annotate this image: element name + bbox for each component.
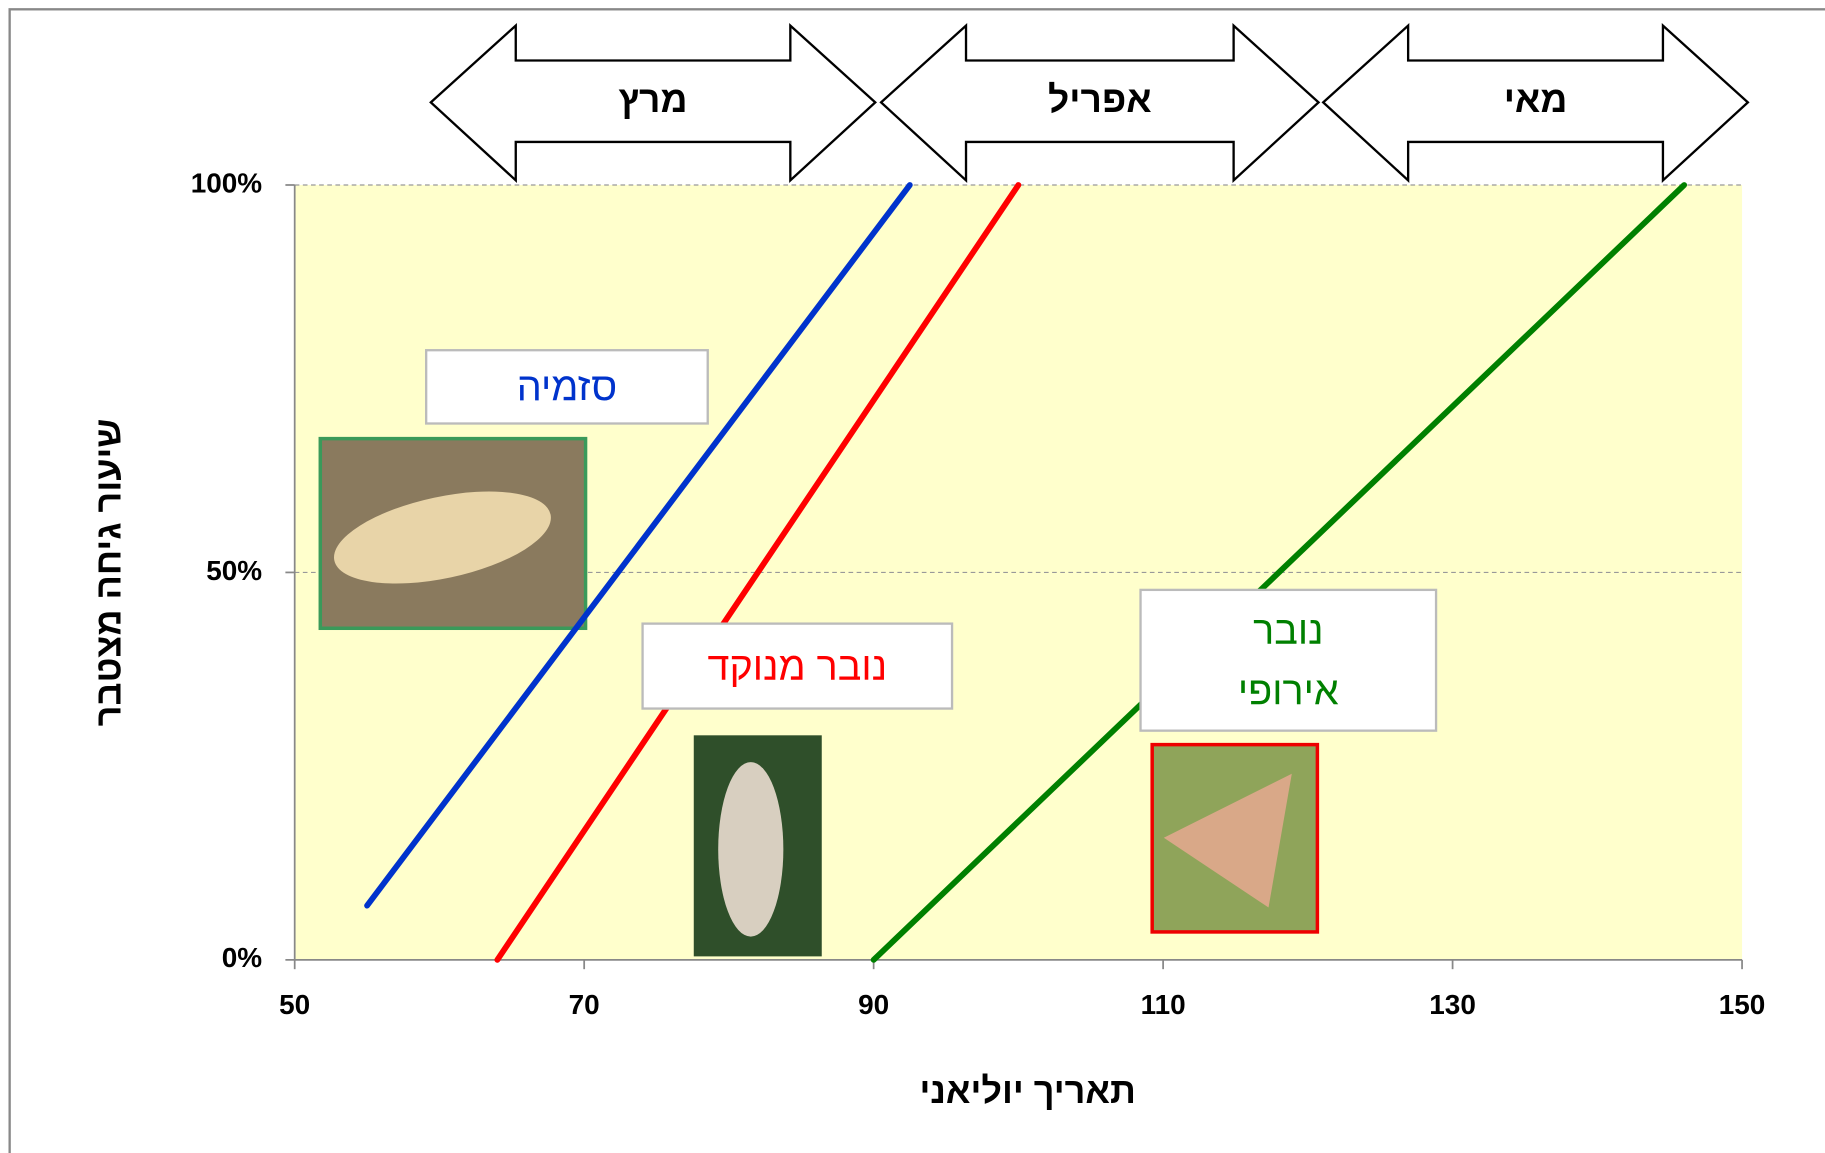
series-label-holder: נובר אירופי (1141, 590, 1437, 731)
series-label-holder: סזמיה (426, 350, 708, 423)
legend-label: נובר מנוקד (643, 624, 952, 709)
legend-label: סזמיה (426, 350, 708, 423)
month-label: מרץ (619, 78, 688, 120)
y-tick-label: 100% (191, 167, 263, 198)
x-tick-label: 110 (1141, 989, 1186, 1020)
photo-european-borer (1152, 745, 1317, 932)
legend-label: נובר אירופי (1201, 590, 1376, 731)
chart: תאריך יוליאני שיעור גיחה מצטבר מרץ אפריל מ… (0, 0, 1825, 1153)
month-label: מאי (1504, 78, 1568, 120)
photo-sesamia (320, 439, 585, 629)
photo-spotted-borer (694, 735, 822, 956)
y-tick-label: 50% (206, 555, 262, 586)
month-label: אפריל (1048, 78, 1152, 120)
x-tick-label: 50 (279, 989, 310, 1020)
y-tick-label: 0% (222, 942, 263, 973)
x-tick-label: 150 (1719, 989, 1766, 1020)
y-axis-title: שיעור גיחה מצטבר (87, 419, 128, 727)
x-axis-title: תאריך יוליאני (919, 1070, 1135, 1111)
x-tick-label: 70 (569, 989, 600, 1020)
series-label-holder: נובר מנוקד (643, 624, 952, 709)
x-tick-label: 90 (858, 989, 889, 1020)
x-tick-label: 130 (1429, 989, 1476, 1020)
